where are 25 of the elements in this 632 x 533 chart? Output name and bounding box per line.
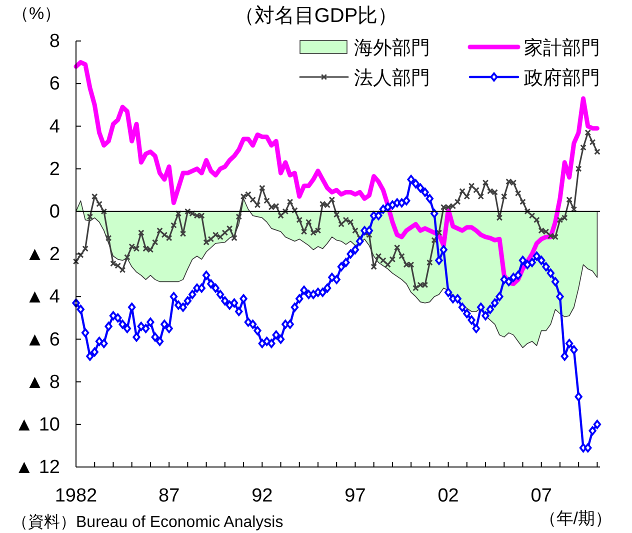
y-tick-label: 2: [49, 158, 60, 180]
x-tick-label: 92: [252, 485, 273, 506]
y-axis-title: （%）: [12, 4, 62, 23]
y-tick-label: 4: [49, 116, 60, 138]
y-tick-label: ▲ 12: [14, 457, 60, 478]
legend-label: 海外部門: [354, 37, 430, 59]
x-tick-label: 02: [438, 485, 459, 506]
x-tick-label: 97: [344, 485, 366, 506]
legend-label: 家計部門: [524, 37, 600, 59]
chart-title: （対名目GDP比）: [234, 5, 398, 27]
legend-label: 政府部門: [524, 67, 600, 89]
text: （資料）Bureau of Economic Analysis: [12, 513, 284, 531]
y-tick-label: 0: [49, 201, 60, 222]
legend-label: 法人部門: [354, 67, 430, 89]
y-tick-label: ▲ 10: [14, 414, 60, 436]
y-tick-label: 6: [49, 74, 60, 95]
x-tick-label: 07: [530, 485, 552, 506]
y-tick-label: ▲ 8: [25, 372, 60, 393]
y-tick-label: ▲ 2: [25, 244, 60, 266]
y-tick-label: ▲ 6: [25, 329, 60, 350]
x-axis-title: （年/期）: [539, 509, 612, 528]
x-tick-label: 87: [158, 485, 180, 506]
x-tick-label: 1982: [54, 485, 98, 506]
y-tick-label: ▲ 4: [25, 286, 60, 308]
y-tick-label: 8: [49, 31, 60, 52]
